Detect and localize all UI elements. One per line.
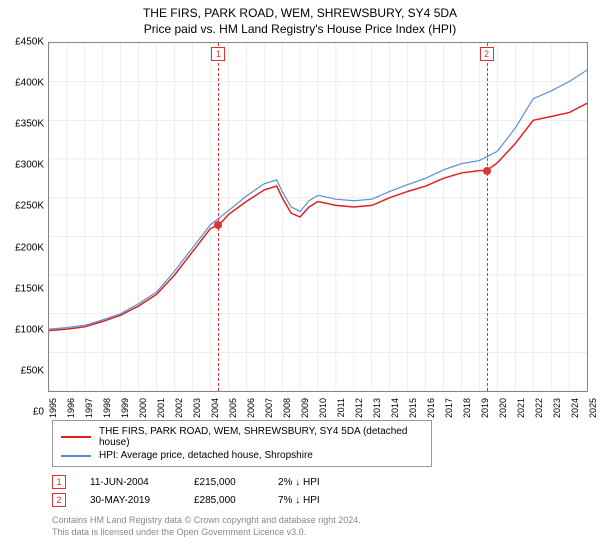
legend: THE FIRS, PARK ROAD, WEM, SHREWSBURY, SY… [52,420,432,467]
annotation-point [483,167,491,175]
sales-row: 2 30-MAY-2019 £285,000 7% ↓ HPI [52,491,592,509]
chart-titles: THE FIRS, PARK ROAD, WEM, SHREWSBURY, SY… [8,6,592,36]
y-tick-label: £200K [15,242,44,253]
x-tick-label: 2005 [228,398,238,418]
sales-row: 1 11-JUN-2004 £215,000 2% ↓ HPI [52,473,592,491]
x-tick-label: 2017 [444,398,454,418]
annotation-line [487,43,488,391]
x-axis: 1995199619971998199920002001200220032004… [48,394,588,414]
x-tick-label: 2008 [282,398,292,418]
y-tick-label: £0 [33,407,44,418]
footer-attribution: Contains HM Land Registry data © Crown c… [52,515,592,538]
annotation-line [218,43,219,391]
plot-area: 12 [48,42,588,392]
gridlines [49,43,587,391]
x-tick-label: 2001 [156,398,166,418]
legend-item: THE FIRS, PARK ROAD, WEM, SHREWSBURY, SY… [61,425,423,449]
y-tick-label: £300K [15,160,44,171]
x-tick-label: 2013 [372,398,382,418]
sales-diff: 7% ↓ HPI [278,495,358,506]
chart-subtitle: Price paid vs. HM Land Registry's House … [8,22,592,36]
x-tick-label: 2011 [336,398,346,417]
x-tick-label: 2024 [570,398,580,418]
sales-index-marker: 2 [52,493,66,507]
annotation-marker: 1 [211,47,225,61]
x-tick-label: 1995 [48,398,58,418]
x-tick-label: 2023 [552,398,562,418]
x-tick-label: 1997 [84,398,94,418]
x-tick-label: 2025 [588,398,598,418]
x-tick-label: 1996 [66,398,76,418]
sales-price: £285,000 [194,495,254,506]
plot-zone: £0£50K£100K£150K£200K£250K£300K£350K£400… [8,42,592,412]
x-tick-label: 2015 [408,398,418,418]
sales-date: 30-MAY-2019 [90,495,170,506]
sales-table: 1 11-JUN-2004 £215,000 2% ↓ HPI 2 30-MAY-2019… [52,473,592,509]
annotation-point [214,221,222,229]
footer-line2: This data is licensed under the Open Gov… [52,527,592,539]
y-tick-label: £250K [15,201,44,212]
sales-price: £215,000 [194,477,254,488]
x-tick-label: 2002 [174,398,184,418]
y-tick-label: £100K [15,324,44,335]
footer-line1: Contains HM Land Registry data © Crown c… [52,515,592,527]
y-axis: £0£50K£100K£150K£200K£250K£300K£350K£400… [8,42,48,412]
annotation-marker: 2 [480,47,494,61]
x-tick-label: 2019 [480,398,490,418]
x-tick-label: 2006 [246,398,256,418]
x-tick-label: 2014 [390,398,400,418]
y-tick-label: £450K [15,37,44,48]
x-tick-label: 2020 [498,398,508,418]
x-tick-label: 2010 [318,398,328,418]
x-tick-label: 2016 [426,398,436,418]
x-tick-label: 2018 [462,398,472,418]
x-tick-label: 2004 [210,398,220,418]
sales-date: 11-JUN-2004 [90,477,170,488]
legend-swatch [61,436,91,438]
x-tick-label: 2009 [300,398,310,418]
x-tick-label: 2012 [354,398,364,418]
legend-label: THE FIRS, PARK ROAD, WEM, SHREWSBURY, SY… [99,426,423,448]
x-tick-label: 1999 [120,398,130,418]
chart-title: THE FIRS, PARK ROAD, WEM, SHREWSBURY, SY… [8,6,592,20]
legend-label: HPI: Average price, detached house, Shro… [99,450,313,461]
x-tick-label: 2021 [516,398,526,418]
sales-index-marker: 1 [52,475,66,489]
y-tick-label: £150K [15,283,44,294]
y-tick-label: £400K [15,78,44,89]
x-tick-label: 2022 [534,398,544,418]
x-tick-label: 2007 [264,398,274,418]
x-tick-label: 1998 [102,398,112,418]
y-tick-label: £350K [15,119,44,130]
x-tick-label: 2003 [192,398,202,418]
sales-diff: 2% ↓ HPI [278,477,358,488]
chart-svg [49,43,587,391]
legend-item: HPI: Average price, detached house, Shro… [61,449,423,462]
chart-container: THE FIRS, PARK ROAD, WEM, SHREWSBURY, SY… [0,0,600,560]
x-tick-label: 2000 [138,398,148,418]
legend-swatch [61,455,91,457]
y-tick-label: £50K [21,365,44,376]
